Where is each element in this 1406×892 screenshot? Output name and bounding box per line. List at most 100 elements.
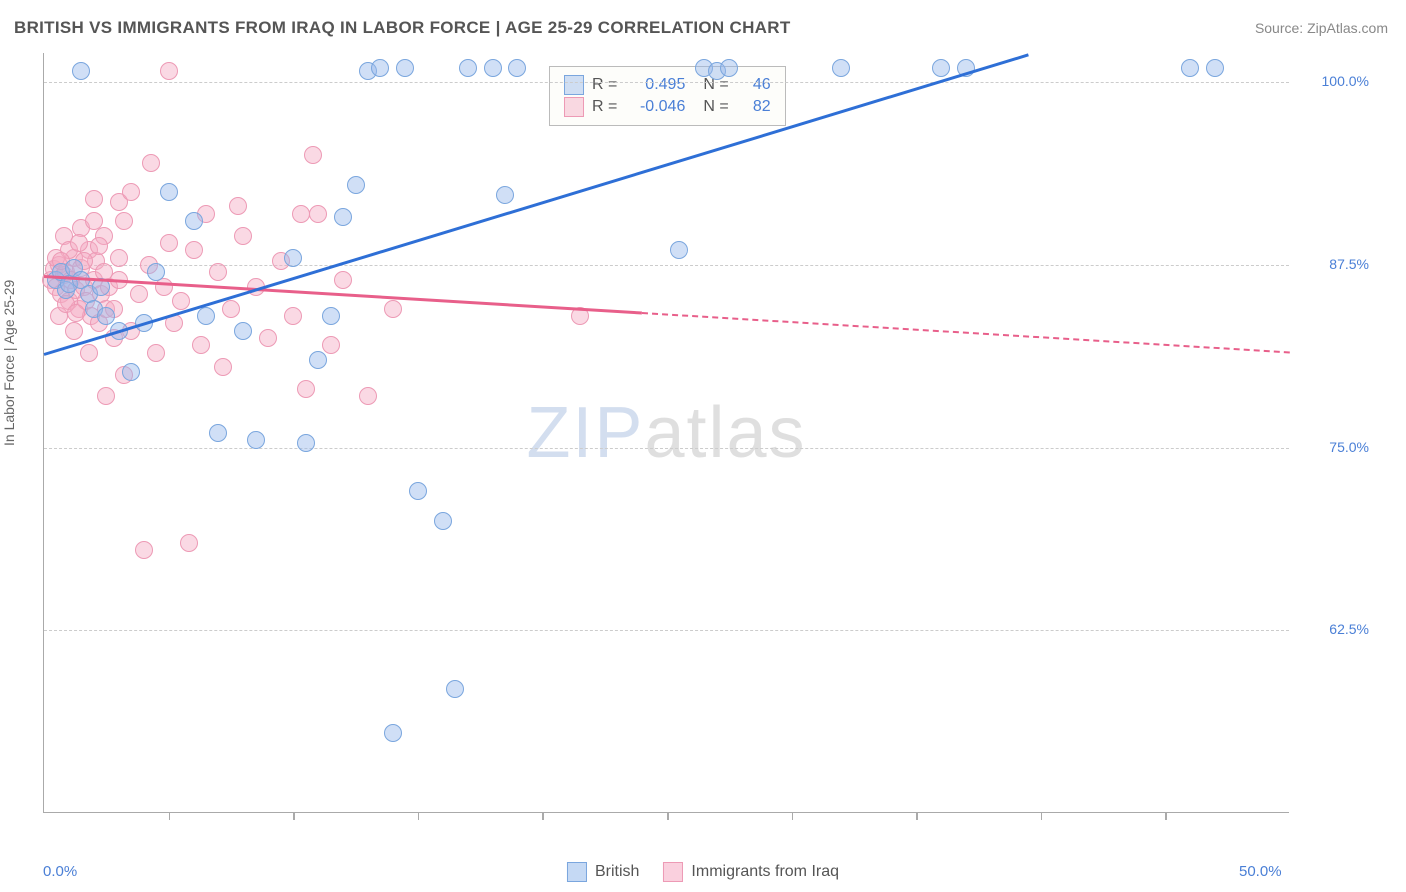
scatter-point [172,292,190,310]
scatter-point [180,534,198,552]
stats-row: R =0.495N =46 [564,75,771,95]
scatter-point [147,263,165,281]
scatter-point [135,541,153,559]
scatter-point [80,344,98,362]
source-attribution: Source: ZipAtlas.com [1255,20,1388,36]
scatter-point [115,212,133,230]
watermark-zip: ZIP [526,393,644,473]
x-axis-tick [792,812,794,820]
scatter-point [70,234,88,252]
scatter-point [720,59,738,77]
scatter-point [110,249,128,267]
scatter-point [85,212,103,230]
scatter-point [192,336,210,354]
x-axis-tick-label: 50.0% [1239,863,1282,880]
scatter-point [147,344,165,362]
scatter-point [284,307,302,325]
x-axis-tick-label: 0.0% [43,863,77,880]
scatter-point [347,176,365,194]
series-swatch [564,97,584,117]
scatter-point [932,59,950,77]
scatter-point [434,512,452,530]
scatter-point [65,322,83,340]
y-axis-title: In Labor Force | Age 25-29 [1,280,17,446]
scatter-point [90,237,108,255]
x-axis-tick [667,812,669,820]
scatter-point [459,59,477,77]
scatter-point [72,62,90,80]
n-value: 82 [737,98,771,116]
scatter-point [234,322,252,340]
scatter-point [122,183,140,201]
scatter-point [396,59,414,77]
scatter-point [160,183,178,201]
scatter-point [484,59,502,77]
scatter-point [384,724,402,742]
scatter-point [309,205,327,223]
scatter-point [1206,59,1224,77]
scatter-point [309,351,327,369]
scatter-point [234,227,252,245]
legend-label: Immigrants from Iraq [691,863,839,881]
gridline-horizontal [44,448,1289,449]
legend-bottom: British Immigrants from Iraq [567,862,839,882]
scatter-point [209,424,227,442]
watermark-atlas: atlas [644,393,806,473]
scatter-point [1181,59,1199,77]
legend-item: Immigrants from Iraq [663,862,839,882]
gridline-horizontal [44,630,1289,631]
stats-row: R =-0.046N =82 [564,97,771,117]
scatter-point [334,271,352,289]
y-axis-tick-label: 62.5% [1299,621,1369,637]
correlation-stats-box: R =0.495N =46R =-0.046N =82 [549,66,786,126]
watermark: ZIPatlas [526,392,806,474]
scatter-point [384,300,402,318]
scatter-point [322,336,340,354]
r-label: R = [592,98,617,116]
scatter-point [67,304,85,322]
scatter-point [160,234,178,252]
scatter-point [214,358,232,376]
scatter-point [185,241,203,259]
x-axis-tick [418,812,420,820]
legend-item: British [567,862,639,882]
scatter-point [359,387,377,405]
scatter-point [409,482,427,500]
x-axis-tick [1041,812,1043,820]
scatter-point [247,431,265,449]
y-axis-tick-label: 87.5% [1299,256,1369,272]
scatter-point [122,363,140,381]
gridline-horizontal [44,265,1289,266]
scatter-point [304,146,322,164]
scatter-point [508,59,526,77]
scatter-point [334,208,352,226]
x-axis-tick [542,812,544,820]
legend-swatch [567,862,587,882]
y-axis-tick-label: 75.0% [1299,439,1369,455]
scatter-point [229,197,247,215]
scatter-point [284,249,302,267]
scatter-point [160,62,178,80]
n-value: 46 [737,76,771,94]
chart-title: BRITISH VS IMMIGRANTS FROM IRAQ IN LABOR… [14,18,791,38]
scatter-point [197,307,215,325]
series-swatch [564,75,584,95]
x-axis-tick [169,812,171,820]
gridline-horizontal [44,82,1289,83]
x-axis-tick [293,812,295,820]
scatter-point [259,329,277,347]
scatter-point [496,186,514,204]
scatter-point [371,59,389,77]
scatter-point [97,387,115,405]
scatter-point [85,190,103,208]
legend-swatch [663,862,683,882]
scatter-point [832,59,850,77]
scatter-point [670,241,688,259]
regression-line-extrapolated [642,312,1290,353]
r-value: 0.495 [625,76,685,94]
scatter-plot-area: ZIPatlas R =0.495N =46R =-0.046N =82 [43,53,1289,813]
regression-line [44,53,1029,355]
scatter-point [297,434,315,452]
scatter-point [446,680,464,698]
scatter-point [292,205,310,223]
